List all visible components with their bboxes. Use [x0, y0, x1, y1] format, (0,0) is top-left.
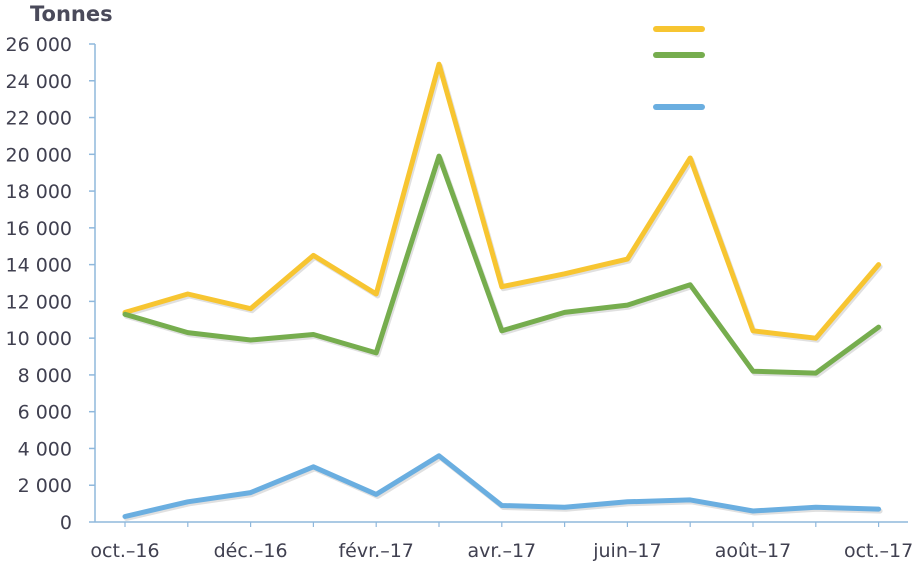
- series-line-1: [122, 61, 882, 341]
- x-tick-label: déc.–16: [214, 540, 288, 562]
- x-tick-labels: oct.–16 déc.–16 févr.–17 avr.–17 juin–17 août…: [90, 522, 913, 562]
- y-tick-label: 2 000: [18, 475, 72, 497]
- series-line-3: [122, 453, 882, 519]
- y-tick-label: 0: [60, 512, 72, 534]
- y-tick-label: 26 000: [6, 34, 72, 56]
- y-tick-label: 20 000: [6, 144, 72, 166]
- y-tick-label: 24 000: [6, 71, 72, 93]
- series-line-2: [122, 153, 882, 376]
- x-tick-label: févr.–17: [338, 540, 413, 562]
- x-tick-label: juin–17: [592, 540, 661, 562]
- y-tick-label: 4 000: [18, 438, 72, 460]
- y-axis-label: Tonnes: [30, 2, 113, 26]
- y-tick-label: 12 000: [6, 291, 72, 313]
- series-line-shadow: [124, 63, 883, 343]
- y-tick-label: 14 000: [6, 255, 72, 277]
- x-tick-label: avr.–17: [467, 540, 536, 562]
- y-tick-labels: 0 2 000 4 000 6 000 8 000 10 000 12 000 14 000 1…: [6, 34, 95, 534]
- y-tick-label: 22 000: [6, 108, 72, 130]
- legend: [653, 26, 705, 110]
- y-tick-label: 16 000: [6, 218, 72, 240]
- x-tick-label: oct.–17: [844, 540, 913, 562]
- x-tick-label: août–17: [715, 540, 791, 562]
- series-line-shadow: [124, 155, 883, 378]
- y-tick-label: 6 000: [18, 402, 72, 424]
- x-tick-label: oct.–16: [90, 540, 159, 562]
- y-tick-label: 10 000: [6, 328, 72, 350]
- y-tick-label: 18 000: [6, 181, 72, 203]
- series-lines: [122, 61, 883, 521]
- y-tick-label: 8 000: [18, 365, 72, 387]
